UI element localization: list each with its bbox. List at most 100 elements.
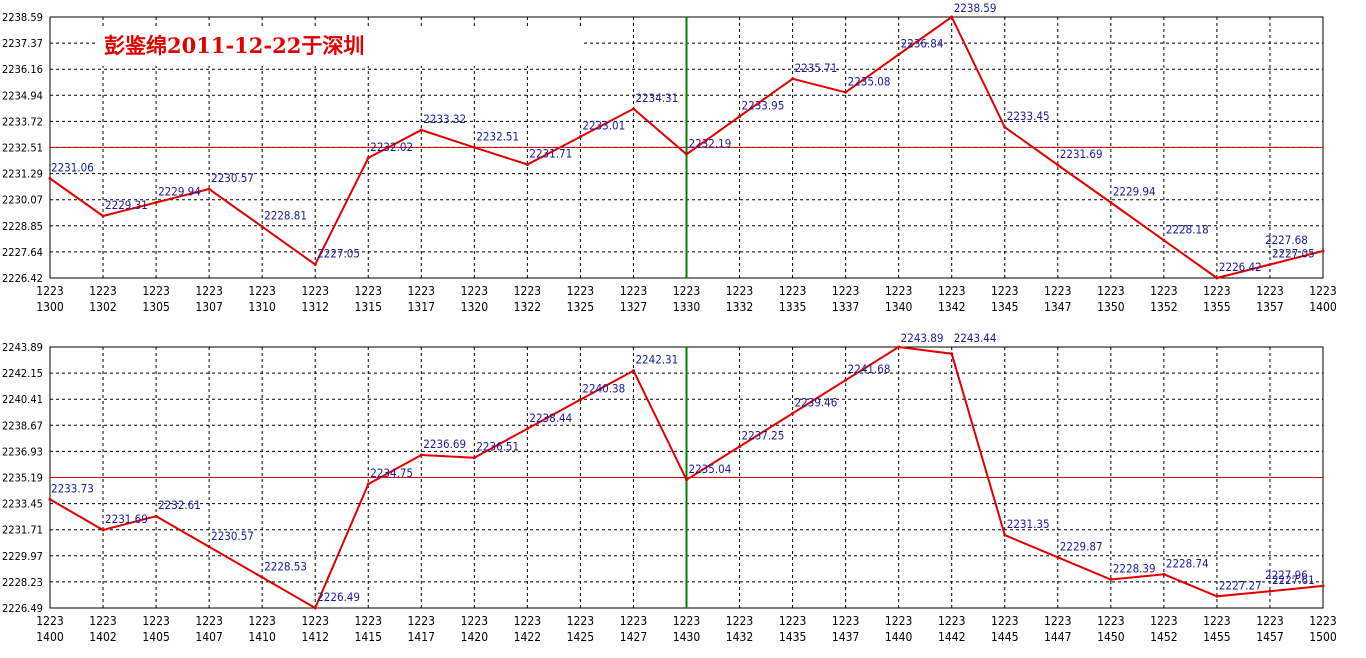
x-tick-label-time: 1400 [1309,300,1337,314]
lower-chart-panel: 2243.89 2242.15 2240.41 2238.67 2236.93 2235.… [2,331,1337,644]
x-tick-label-date: 1223 [142,614,169,628]
x-tick-label-date: 1223 [1256,284,1283,298]
x-tick-label-time: 1335 [779,300,806,314]
x-tick-label-time: 1300 [36,300,64,314]
x-tick-label-date: 1223 [461,614,488,628]
x-tick-label-date: 1223 [779,614,806,628]
data-point [419,453,423,457]
chart-title: 彭鉴绵2011-12-22于深圳 [104,33,364,58]
data-label: 2227.68 [1265,233,1308,247]
x-tick-label-date: 1223 [89,284,116,298]
data-point [897,345,901,349]
data-point [366,156,370,160]
y-tick-label: 2229.97 [2,550,43,563]
data-point [1109,578,1113,581]
data-point [1056,163,1060,167]
x-tick-label-date: 1223 [248,284,275,298]
x-tick-label-date: 1223 [673,284,700,298]
data-label: 2228.81 [264,209,307,223]
data-point [207,187,211,191]
data-point [844,90,848,94]
data-label: 2235.04 [689,462,732,476]
data-label: 2232.61 [158,498,201,512]
y-tick-label: 2235.19 [2,472,43,485]
x-tick-label-time: 1435 [779,630,806,644]
x-tick-label-date: 1223 [301,284,328,298]
x-tick-label-date: 1223 [1256,614,1283,628]
data-point [260,575,264,579]
y-tick-label: 2243.89 [2,341,43,354]
y-tick-label: 2236.16 [2,63,43,76]
data-point [1215,276,1219,280]
x-tick-label-time: 1355 [1203,300,1230,314]
data-label: 2229.87 [1060,539,1103,553]
data-point [48,176,52,180]
data-label: 2242.31 [635,353,678,367]
y-tick-label: 2231.71 [2,524,43,537]
x-tick-label-time: 1330 [673,300,701,314]
data-point [631,107,635,111]
x-tick-label-time: 1422 [514,630,541,644]
x-tick-label-time: 1332 [726,300,753,314]
data-point [631,369,635,373]
y-tick-label: 2227.64 [2,246,43,259]
x-tick-label-date: 1223 [885,284,912,298]
x-tick-label-time: 1322 [514,300,541,314]
data-point [897,53,901,57]
data-point [738,445,742,449]
x-tick-label-date: 1223 [726,284,753,298]
y-tick-label: 2231.29 [2,168,43,181]
data-point [1109,201,1113,205]
data-point [472,145,476,149]
x-tick-label-date: 1223 [832,614,859,628]
data-point [154,514,158,518]
x-tick-label-date: 1223 [938,284,965,298]
x-tick-label-time: 1400 [36,630,64,644]
x-tick-label-time: 1307 [195,300,222,314]
x-tick-label-date: 1223 [673,614,700,628]
x-tick-label-time: 1450 [1097,630,1125,644]
data-point [419,128,423,132]
x-tick-label-time: 1440 [885,630,913,644]
x-tick-label-date: 1223 [195,614,222,628]
x-tick-label-time: 1405 [142,630,169,644]
x-tick-label-time: 1427 [620,630,647,644]
x-tick-label-time: 1340 [885,300,913,314]
data-label: 2233.73 [51,481,94,495]
x-tick-label-time: 1342 [938,300,965,314]
x-tick-label-date: 1223 [938,614,965,628]
x-tick-label-date: 1223 [1150,284,1177,298]
data-point [313,606,317,610]
data-point [525,427,529,431]
data-label: 2227.05 [1272,246,1315,260]
data-point [101,528,105,532]
data-point [950,352,954,356]
data-point [525,163,529,167]
y-tick-label: 2230.07 [2,194,43,207]
x-tick-label-time: 1455 [1203,630,1230,644]
y-tick-label: 2237.37 [2,37,43,50]
data-point [1321,249,1325,253]
x-tick-label-time: 1327 [620,300,647,314]
y-tick-label: 2234.94 [2,89,43,102]
y-tick-label: 2232.51 [2,142,43,155]
x-tick-label-date: 1223 [142,284,169,298]
data-label: 2228.74 [1166,556,1209,570]
x-tick-label-time: 1432 [726,630,753,644]
x-tick-label-time: 1317 [408,300,435,314]
data-point [1162,238,1166,242]
x-tick-label-date: 1223 [36,284,63,298]
data-point [154,201,158,205]
data-label: 2233.95 [742,99,785,113]
x-tick-label-time: 1457 [1256,630,1283,644]
x-tick-label-date: 1223 [301,614,328,628]
data-point [578,135,582,139]
data-label: 2227.61 [1272,573,1315,587]
title-background [98,26,584,66]
x-tick-label-date: 1223 [885,614,912,628]
data-label: 2235.71 [795,61,838,75]
x-tick-label-date: 1223 [832,284,859,298]
x-tick-label-time: 1345 [991,300,1018,314]
x-tick-label-date: 1223 [991,284,1018,298]
